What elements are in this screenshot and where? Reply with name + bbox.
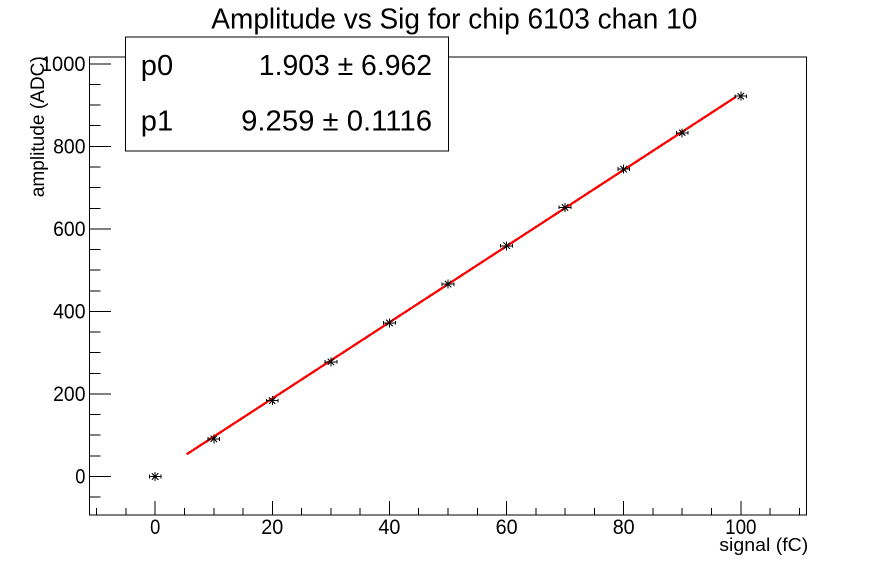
svg-text:p1: p1 xyxy=(141,105,173,137)
svg-text:20: 20 xyxy=(261,515,283,539)
svg-text:Amplitude vs Sig for chip 6103: Amplitude vs Sig for chip 6103 chan 10 xyxy=(211,4,697,36)
svg-text:p0: p0 xyxy=(141,50,173,82)
svg-text:40: 40 xyxy=(378,515,400,539)
svg-text:600: 600 xyxy=(53,218,85,241)
svg-text:9.259 ± 0.1116: 9.259 ± 0.1116 xyxy=(241,105,432,137)
svg-text:1000: 1000 xyxy=(41,53,86,76)
svg-text:800: 800 xyxy=(53,136,85,159)
svg-text:80: 80 xyxy=(613,515,635,539)
svg-text:200: 200 xyxy=(53,383,85,406)
svg-text:100: 100 xyxy=(725,515,756,539)
svg-text:0: 0 xyxy=(150,515,160,539)
svg-text:0: 0 xyxy=(75,466,85,489)
svg-text:amplitude (ADC): amplitude (ADC) xyxy=(28,56,49,197)
svg-text:60: 60 xyxy=(496,515,518,539)
svg-text:signal (fC): signal (fC) xyxy=(719,535,808,555)
svg-text:1.903 ± 6.962: 1.903 ± 6.962 xyxy=(259,50,432,82)
svg-text:400: 400 xyxy=(53,301,85,324)
